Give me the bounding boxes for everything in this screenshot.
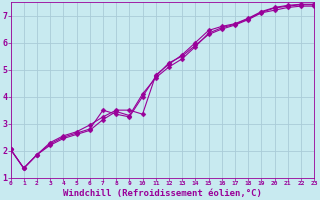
- X-axis label: Windchill (Refroidissement éolien,°C): Windchill (Refroidissement éolien,°C): [63, 189, 262, 198]
